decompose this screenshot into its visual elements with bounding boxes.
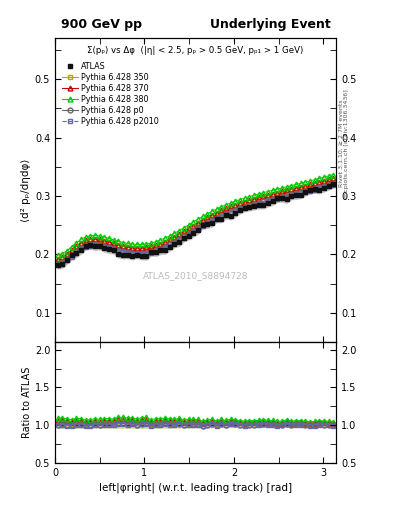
Pythia 6.428 p0: [144, 249, 149, 255]
Pythia 6.428 p0: [125, 249, 130, 255]
Pythia 6.428 350: [331, 177, 336, 183]
Pythia 6.428 350: [135, 247, 140, 253]
Pythia 6.428 p2010: [102, 244, 107, 250]
Pythia 6.428 p2010: [149, 250, 154, 256]
Text: Σ(pₚ) vs Δφ  (|η| < 2.5, pₚ > 0.5 GeV, pₚ₁ > 1 GeV): Σ(pₚ) vs Δφ (|η| < 2.5, pₚ > 0.5 GeV, pₚ…: [87, 46, 304, 55]
Pythia 6.428 350: [144, 247, 149, 253]
Pythia 6.428 p2010: [228, 210, 233, 216]
Pythia 6.428 370: [102, 238, 107, 244]
Pythia 6.428 370: [125, 244, 130, 250]
Pythia 6.428 380: [125, 241, 130, 247]
Pythia 6.428 380: [55, 252, 60, 258]
Line: ATLAS: ATLAS: [55, 182, 336, 267]
Pythia 6.428 p2010: [125, 250, 130, 257]
Pythia 6.428 p0: [149, 249, 154, 255]
Line: Pythia 6.428 370: Pythia 6.428 370: [55, 176, 336, 261]
Text: Underlying Event: Underlying Event: [209, 18, 331, 31]
Pythia 6.428 370: [144, 244, 149, 250]
Text: Rivet 3.1.10, ≥ 2.7M events: Rivet 3.1.10, ≥ 2.7M events: [339, 99, 343, 187]
Pythia 6.428 380: [228, 200, 233, 206]
ATLAS: [331, 181, 336, 187]
Pythia 6.428 350: [55, 258, 60, 264]
Pythia 6.428 p2010: [144, 251, 149, 257]
X-axis label: left|φright| (w.r.t. leading track) [rad]: left|φright| (w.r.t. leading track) [rad…: [99, 482, 292, 493]
Pythia 6.428 370: [135, 245, 140, 251]
Pythia 6.428 p2010: [135, 251, 140, 258]
Pythia 6.428 370: [331, 175, 336, 181]
ATLAS: [102, 245, 107, 251]
Pythia 6.428 350: [125, 246, 130, 252]
ATLAS: [55, 262, 60, 268]
Y-axis label: ⟨d² pₚ/dηdφ⟩: ⟨d² pₚ/dηdφ⟩: [20, 159, 31, 222]
Pythia 6.428 370: [149, 243, 154, 249]
Line: Pythia 6.428 380: Pythia 6.428 380: [55, 172, 336, 258]
ATLAS: [228, 212, 233, 219]
Line: Pythia 6.428 350: Pythia 6.428 350: [55, 178, 336, 263]
Pythia 6.428 p0: [135, 250, 140, 257]
Pythia 6.428 p0: [55, 261, 60, 267]
Line: Pythia 6.428 p0: Pythia 6.428 p0: [55, 181, 336, 266]
ATLAS: [149, 249, 154, 255]
Pythia 6.428 p2010: [331, 181, 336, 187]
Text: mcplots.cern.ch [arXiv:1306.3436]: mcplots.cern.ch [arXiv:1306.3436]: [344, 89, 349, 198]
Text: ATLAS_2010_S8894728: ATLAS_2010_S8894728: [143, 271, 248, 280]
Pythia 6.428 350: [102, 240, 107, 246]
Y-axis label: Ratio to ATLAS: Ratio to ATLAS: [22, 367, 32, 438]
Pythia 6.428 380: [149, 240, 154, 246]
Pythia 6.428 350: [149, 246, 154, 252]
Pythia 6.428 380: [102, 234, 107, 240]
Pythia 6.428 380: [331, 172, 336, 178]
Pythia 6.428 380: [135, 241, 140, 247]
ATLAS: [125, 251, 130, 258]
Text: 900 GeV pp: 900 GeV pp: [61, 18, 141, 31]
Pythia 6.428 p2010: [55, 262, 60, 268]
Line: Pythia 6.428 p2010: Pythia 6.428 p2010: [55, 182, 336, 267]
Pythia 6.428 p0: [102, 243, 107, 249]
ATLAS: [144, 253, 149, 259]
Pythia 6.428 p0: [331, 180, 336, 186]
Pythia 6.428 p0: [228, 208, 233, 215]
Pythia 6.428 380: [144, 241, 149, 247]
Legend: ATLAS, Pythia 6.428 350, Pythia 6.428 370, Pythia 6.428 380, Pythia 6.428 p0, Py: ATLAS, Pythia 6.428 350, Pythia 6.428 37…: [62, 62, 159, 126]
Pythia 6.428 370: [55, 255, 60, 262]
Pythia 6.428 350: [228, 206, 233, 212]
ATLAS: [135, 251, 140, 258]
Pythia 6.428 370: [228, 203, 233, 209]
